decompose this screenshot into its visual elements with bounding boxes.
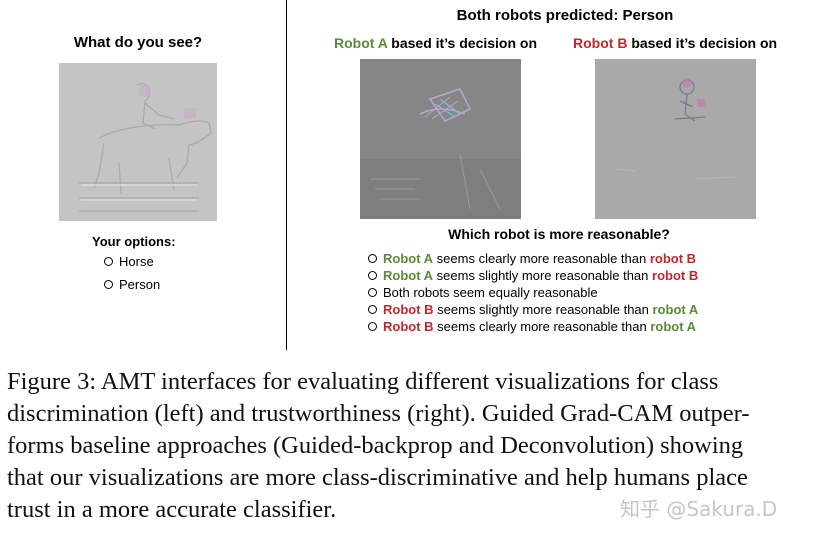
vertical-divider bbox=[286, 0, 287, 350]
watermark: 知乎 @Sakura.D bbox=[620, 497, 778, 521]
caption-line: discrimination (left) and trustworthines… bbox=[7, 400, 750, 427]
radio-icon[interactable] bbox=[368, 305, 377, 314]
choice-a-clearly[interactable]: Robot A seems clearly more reasonable th… bbox=[368, 251, 696, 266]
caption-line: forms baseline approaches (Guided-backpr… bbox=[7, 432, 744, 459]
radio-icon[interactable] bbox=[104, 280, 113, 289]
robot-b-header: Robot B based it’s decision on bbox=[573, 35, 778, 51]
choice-b-clearly[interactable]: Robot B seems clearly more reasonable th… bbox=[368, 319, 696, 334]
radio-icon[interactable] bbox=[368, 271, 377, 280]
robot-b-visualization-image bbox=[595, 59, 756, 219]
right-panel-title: Both robots predicted: Person bbox=[456, 7, 674, 24]
caption-line: trust in a more accurate classifier. bbox=[7, 496, 337, 523]
options-label: Your options: bbox=[92, 234, 176, 249]
radio-icon[interactable] bbox=[368, 288, 377, 297]
figure-caption: Figure 3: AMT interfaces for evaluating … bbox=[7, 366, 825, 526]
caption-line: that our visualizations are more class-d… bbox=[7, 464, 748, 491]
caption-line: Figure 3: AMT interfaces for evaluating … bbox=[7, 368, 719, 395]
radio-icon[interactable] bbox=[368, 254, 377, 263]
choice-b-slightly[interactable]: Robot B seems slightly more reasonable t… bbox=[368, 302, 698, 317]
option-person[interactable]: Person bbox=[104, 277, 160, 292]
radio-icon[interactable] bbox=[368, 322, 377, 331]
radio-icon[interactable] bbox=[104, 257, 113, 266]
horse-rider-visualization-image bbox=[59, 63, 217, 221]
choice-equal[interactable]: Both robots seem equally reasonable bbox=[368, 285, 598, 300]
choice-a-slightly[interactable]: Robot A seems slightly more reasonable t… bbox=[368, 268, 698, 283]
option-horse[interactable]: Horse bbox=[104, 254, 154, 269]
left-panel-title: What do you see? bbox=[73, 34, 203, 51]
question-title: Which robot is more reasonable? bbox=[448, 226, 670, 242]
robot-a-visualization-image bbox=[360, 59, 521, 219]
robot-a-header: Robot A based it’s decision on bbox=[334, 35, 538, 51]
